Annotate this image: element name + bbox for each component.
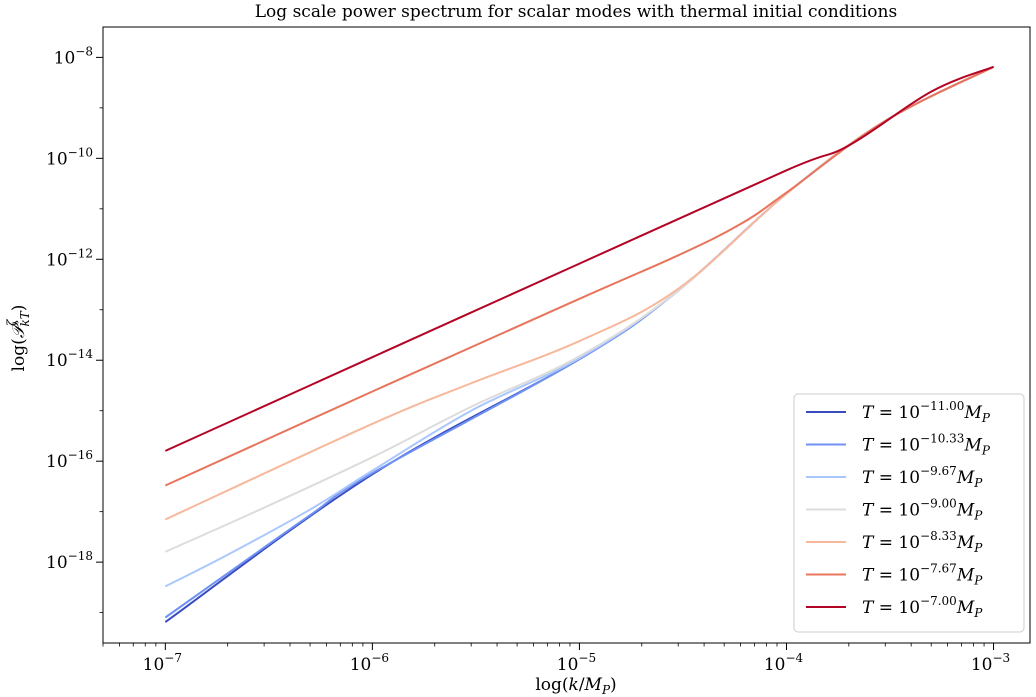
- y-tick-label: 10−12: [46, 246, 93, 270]
- legend-label: T = 10−9.67MP: [862, 464, 983, 490]
- y-tick-label: 10−18: [46, 549, 93, 573]
- y-tick-label: 10−8: [54, 44, 93, 68]
- x-tick-label: 10−5: [557, 651, 596, 675]
- legend-label: T = 10−7.67MP: [862, 562, 983, 588]
- legend-box: [793, 393, 1025, 633]
- series-line-6: [164, 65, 994, 452]
- x-tick-label: 10−7: [143, 651, 182, 675]
- y-tick-label: 10−10: [46, 145, 93, 169]
- y-axis: 10−18 10−16 10−14 10−12 10−10 10−8: [46, 44, 103, 614]
- series-layer: [164, 65, 994, 623]
- x-tick-label: 10−4: [764, 651, 804, 675]
- series-line-5: [164, 65, 994, 487]
- y-axis-label: log(𝒫ζkT): [5, 305, 32, 372]
- plot-border: [102, 26, 1031, 644]
- y-tick-label: 10−16: [46, 448, 93, 472]
- legend: T = 10−11.00MP T = 10−10.33MP T = 10−9.67M…: [793, 393, 1025, 633]
- x-axis: 10−7 10−6 10−5 10−4 10−3: [102, 643, 1010, 675]
- y-tick-label: 10−14: [46, 347, 93, 371]
- plot-frame: [102, 26, 1031, 644]
- legend-label: T = 10−7.00MP: [862, 594, 983, 620]
- legend-label: T = 10−8.33MP: [862, 529, 983, 555]
- x-axis-label: log(k/MP): [535, 675, 616, 697]
- legend-label: T = 10−9.00MP: [862, 497, 983, 523]
- chart-title: Log scale power spectrum for scalar mode…: [255, 2, 897, 22]
- legend-label: T = 10−10.33MP: [862, 432, 991, 458]
- legend-label: T = 10−11.00MP: [862, 399, 991, 425]
- x-tick-label: 10−6: [350, 651, 389, 675]
- x-tick-label: 10−3: [971, 651, 1010, 675]
